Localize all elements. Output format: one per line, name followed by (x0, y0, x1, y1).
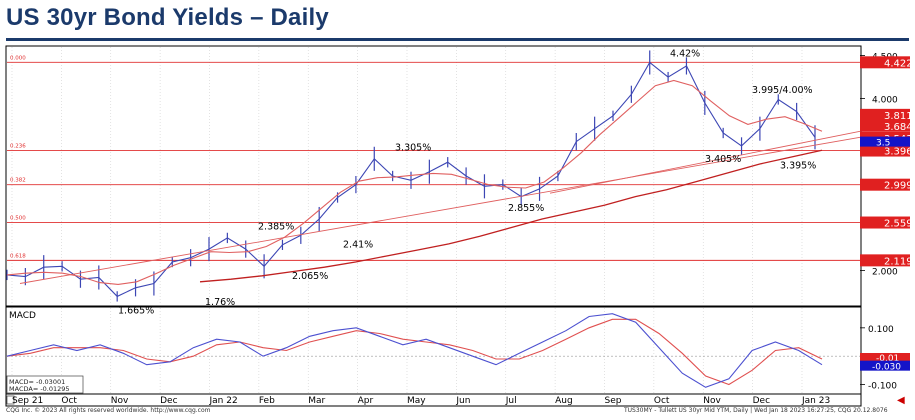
scroll-left-box[interactable] (6, 395, 15, 405)
price-annotation: 1.665% (118, 305, 154, 316)
chart-title: US 30yr Bond Yields – Daily (6, 4, 329, 31)
level-price-box (860, 108, 910, 121)
fib-ratio-label: 0.382 (10, 178, 26, 184)
title-underline (6, 38, 909, 41)
price-annotation: 3.995/4.00% (752, 85, 813, 96)
date-tick-label: Feb (259, 396, 275, 406)
fib-ratio-label: 0.618 (10, 253, 26, 259)
price-annotation: 2.855% (508, 203, 544, 214)
date-tick-label: Dec (753, 396, 770, 406)
macd-title: MACD (9, 311, 36, 321)
price-annotation: 3.395% (780, 161, 816, 172)
date-tick-label: Jan 22 (209, 396, 238, 406)
price-annotation: 2.41% (343, 239, 373, 250)
date-tick-label: Oct (654, 396, 670, 406)
trend-line-support (19, 136, 861, 284)
date-tick-label: Dec (160, 396, 177, 406)
macd-axis-label: 0.100 (868, 325, 894, 335)
macd-current-box (860, 360, 910, 371)
moving-average-long (199, 149, 823, 283)
date-tick-label: Oct (61, 396, 77, 406)
macd-readout-line: MACDA= -0.01295 (9, 385, 70, 393)
date-tick-label: Jan 23 (801, 396, 830, 406)
date-tick-label: Jul (505, 396, 517, 406)
date-tick-label: Aug (555, 396, 573, 406)
level-price-label: 3.811 (884, 111, 913, 122)
price-annotation: 3.405% (705, 154, 741, 165)
price-series-line (6, 61, 816, 298)
price-annotation: 1.76% (205, 297, 235, 308)
level-price-box (860, 119, 910, 132)
level-price-label: 3.684 (884, 122, 913, 133)
price-annotation: 3.305% (395, 142, 431, 153)
price-annotation: 4.42% (670, 48, 700, 59)
date-tick-label: Sep (605, 396, 622, 406)
price-axis-label: 4.000 (872, 96, 898, 106)
macd-current-label: -0.030 (872, 363, 901, 373)
macd-line (6, 313, 823, 388)
instrument-footer: TUS30MY - Tullett US 30yr Mid YTM, Daily… (624, 407, 888, 414)
macd-panel-frame (5, 306, 862, 395)
macd-signal-box (860, 353, 910, 363)
level-price-box (860, 144, 910, 157)
current-price-label: 3.5 (876, 139, 890, 149)
price-annotation: 2.385% (258, 221, 294, 232)
date-axis (5, 393, 862, 407)
fib-ratio-label: 0.236 (10, 144, 26, 150)
date-tick-label: Mar (308, 396, 325, 406)
date-tick-label: Sep 21 (12, 396, 43, 406)
date-tick-label: May (407, 396, 426, 406)
moving-average-short (6, 79, 823, 285)
copyright-footer: CQG Inc. © 2023 All rights reserved worl… (6, 407, 211, 414)
macd-signal-line (6, 318, 823, 386)
fib-ratio-label: 0.500 (10, 216, 26, 222)
date-tick-label: Nov (703, 396, 721, 406)
level-price-label: 2.119 (884, 256, 913, 267)
level-price-box (860, 178, 910, 191)
fib-ratio-label: 0.000 (10, 55, 26, 61)
price-panel-frame (5, 45, 862, 307)
scroll-right-arrow[interactable]: ◀ (897, 395, 905, 406)
level-price-label: 2.559 (884, 219, 913, 230)
trend-line-channel (549, 130, 861, 194)
price-axis-label: 2.000 (872, 268, 898, 278)
date-tick-label: Apr (358, 396, 374, 406)
level-price-box (860, 56, 910, 69)
date-tick-label: Nov (111, 396, 129, 406)
date-tick-label: Jun (455, 396, 470, 406)
macd-axis-label: -0.100 (868, 382, 897, 392)
macd-signal-label: -0.01 (876, 354, 899, 364)
level-price-box (860, 216, 910, 229)
level-price-box (860, 254, 910, 267)
macd-readout-box (6, 375, 84, 394)
level-price-label: 4.422 (884, 58, 913, 69)
price-annotation: 2.065% (292, 271, 328, 282)
macd-readout-line: MACD= -0.03001 (9, 378, 65, 386)
level-price-label: 3.396 (884, 147, 913, 158)
level-price-label: 2.999 (884, 181, 913, 192)
current-price-box (860, 136, 910, 147)
